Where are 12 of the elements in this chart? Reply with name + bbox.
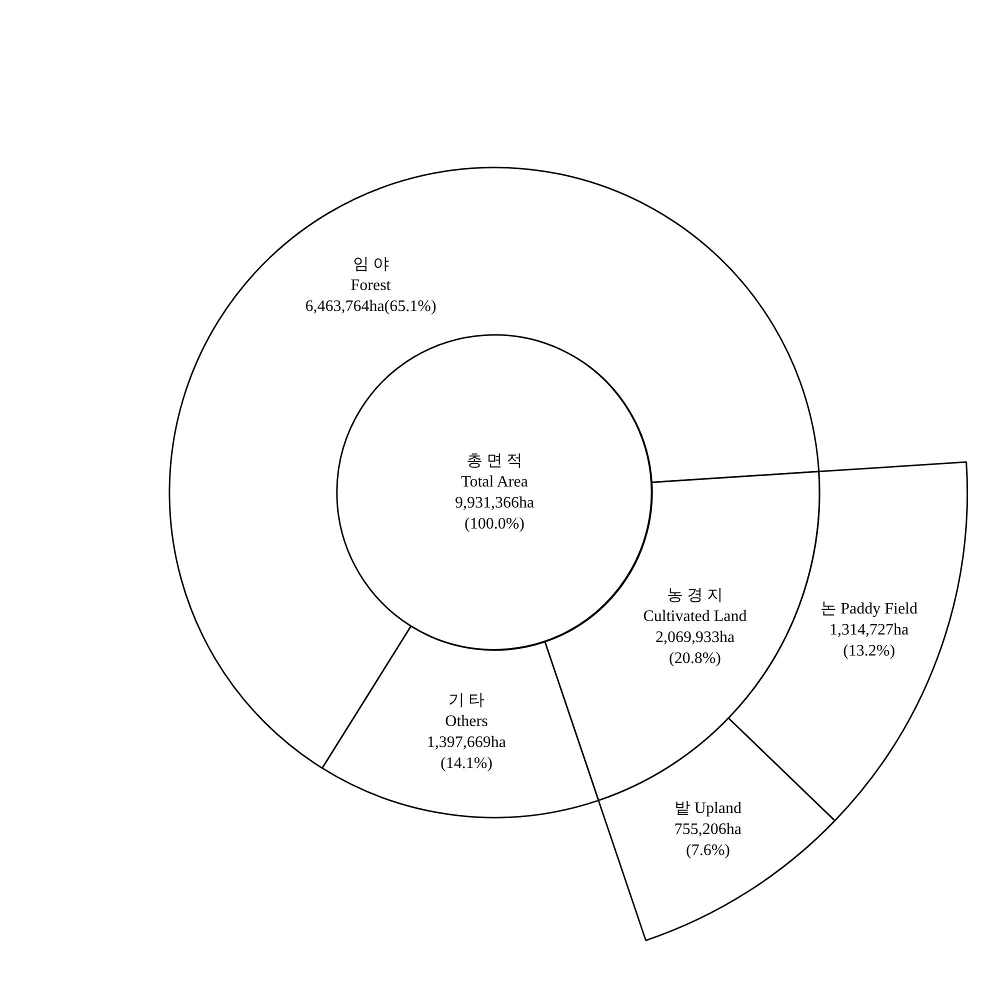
data-label: 1,397,669ha (14.1%) — [426, 734, 506, 772]
data-label: 1,314,727ha (13.2%) — [829, 621, 909, 660]
category-label: 기 타 Others — [445, 692, 488, 730]
category-label: 논 Paddy Field — [820, 600, 918, 618]
category-label: 임 야 Forest — [350, 256, 392, 294]
data-label: 2,069,933ha (20.8%) — [655, 628, 735, 667]
data-label: 755,206ha (7.6%) — [674, 821, 742, 860]
category-label: 총 면 적 Total Area — [461, 452, 528, 490]
data-label: 9,931,366ha (100.0%) — [454, 494, 534, 532]
data-label: 6,463,764ha(65.1%) — [305, 298, 436, 315]
category-label: 농 경 지 Cultivated Land — [643, 586, 747, 625]
category-label: 밭 Upland — [674, 800, 742, 818]
